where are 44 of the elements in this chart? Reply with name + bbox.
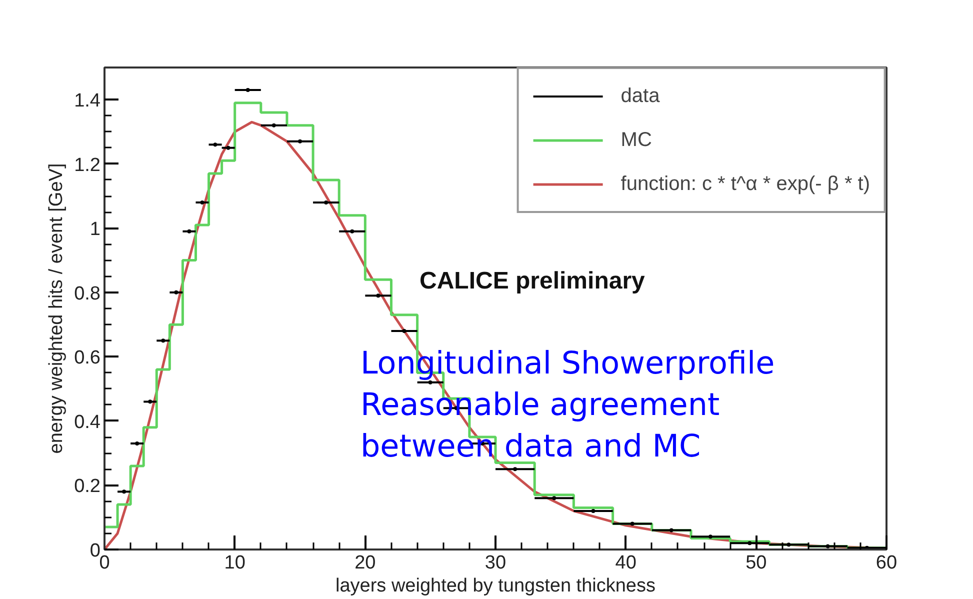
y-axis-title: energy weighted hits / event [GeV] [46, 163, 68, 454]
point [350, 229, 354, 234]
x-tick-label: 50 [746, 552, 767, 574]
point [748, 541, 752, 546]
point [669, 528, 674, 532]
legend-label: data [620, 84, 660, 108]
point [200, 200, 204, 204]
point [591, 508, 596, 513]
point [786, 542, 791, 547]
x-axis-title: layers weighted by tungsten thickness [335, 576, 656, 596]
point [213, 142, 218, 147]
point [187, 229, 192, 234]
point [324, 200, 328, 204]
point [826, 544, 830, 548]
x-tick-label: 40 [615, 552, 636, 574]
y-tick-label: 0.4 [74, 412, 101, 433]
x-tick-label: 30 [484, 552, 506, 574]
point [552, 496, 556, 500]
y-tick-label: 1.2 [74, 154, 101, 176]
x-tick-label: 60 [876, 552, 898, 574]
legend-label: function: c * t^α * exp(- β * t) [620, 172, 870, 196]
y-tick-label: 1.4 [74, 90, 101, 112]
point [376, 294, 380, 298]
point [122, 490, 126, 494]
point [148, 400, 152, 404]
point [298, 139, 302, 144]
point [708, 534, 713, 539]
point [272, 123, 276, 128]
point [630, 522, 634, 526]
point [402, 328, 406, 333]
y-tick-label: 0.2 [74, 476, 101, 498]
point [161, 338, 166, 343]
y-tick-label: 1 [90, 219, 101, 240]
y-tick-label: 0.6 [74, 348, 101, 369]
point [513, 467, 518, 472]
point [135, 441, 140, 446]
y-tick-label: 0.8 [74, 283, 101, 304]
x-tick-label: 10 [224, 552, 246, 574]
legend-label: MC [620, 128, 652, 152]
x-tick-label: 20 [354, 552, 376, 574]
point [174, 290, 178, 294]
point [246, 88, 250, 92]
point [226, 146, 230, 150]
annotation: CALICE preliminary [420, 268, 646, 294]
